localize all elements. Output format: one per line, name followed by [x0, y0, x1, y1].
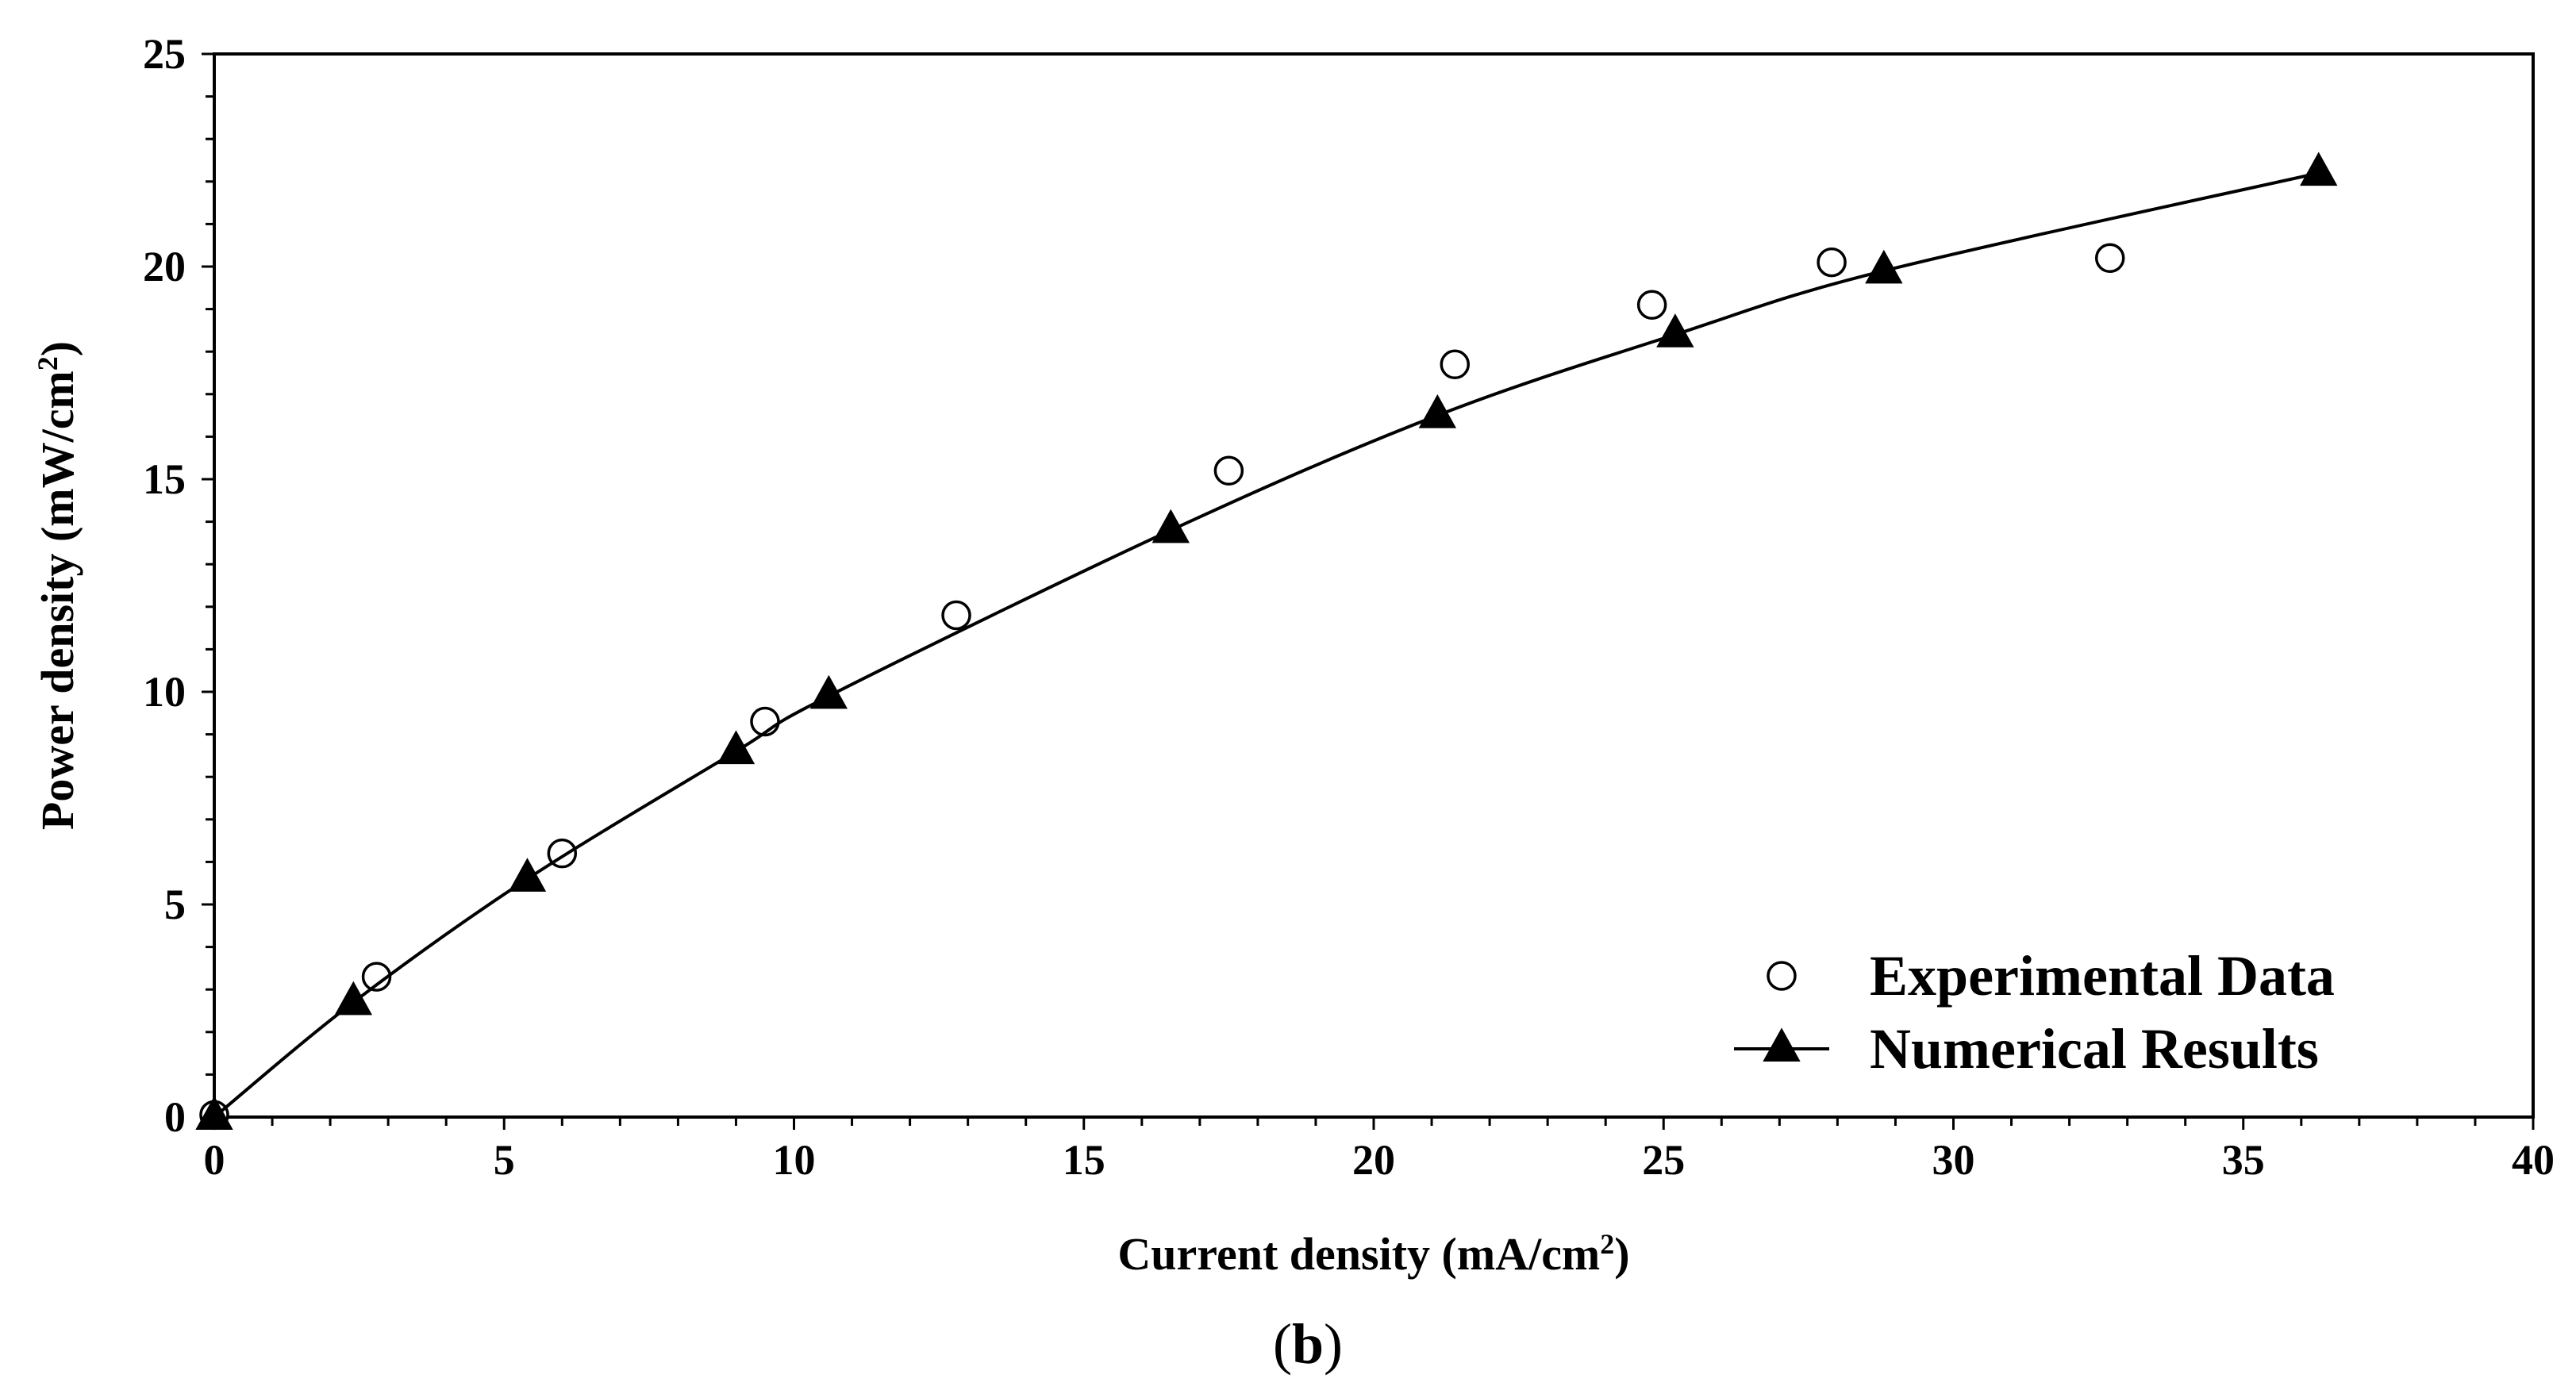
legend: Experimental Data Numerical Results: [1734, 944, 2335, 1081]
data-point: [195, 1096, 233, 1131]
data-point: [334, 981, 373, 1016]
y-tick-label: 15: [143, 455, 186, 503]
data-point: [1152, 509, 1190, 543]
x-tick-label: 20: [1352, 1136, 1395, 1184]
y-tick-label: 25: [143, 30, 186, 78]
y-axis-tick-labels: 0 5 10 15 20 25: [143, 30, 186, 1141]
data-point: [1636, 290, 1667, 320]
x-tick-label: 0: [204, 1136, 225, 1184]
data-point: [2300, 152, 2338, 186]
x-axis-title-tail: ): [1614, 1228, 1629, 1280]
y-tick-label: 20: [143, 243, 186, 290]
x-tick-label: 40: [2512, 1136, 2555, 1184]
y-axis-title: Power density (mW/cm2): [32, 341, 83, 830]
data-point: [1656, 313, 1694, 348]
y-axis-ticks: [202, 52, 214, 1119]
series-group: [195, 152, 2338, 1131]
y-axis-title-sup: 2: [32, 356, 63, 371]
legend-entry: Numerical Results: [1734, 1017, 2319, 1081]
y-axis-title-tail: ): [32, 341, 83, 356]
data-point: [809, 674, 848, 709]
data-point: [1865, 249, 1903, 284]
legend-marker: [1767, 961, 1797, 991]
figure-caption: (b): [1273, 1312, 1343, 1376]
caption-open-paren: (: [1273, 1312, 1292, 1376]
x-axis-tick-labels: 0 5 10 15 20 25 30 35 40: [204, 1136, 2555, 1184]
x-axis-title: Current density (mA/cm2): [1117, 1228, 1629, 1280]
y-tick-label: 0: [164, 1093, 186, 1141]
x-axis-title-main: Current density (mA/cm: [1117, 1228, 1600, 1280]
legend-marker: [1763, 1027, 1801, 1062]
legend-label: Experimental Data: [1870, 944, 2335, 1008]
data-point: [508, 858, 547, 892]
series-line: [213, 171, 2320, 1119]
x-axis-ticks: [213, 1117, 2535, 1130]
y-axis-title-main: Power density (mW/cm: [32, 371, 83, 830]
legend-entry: Experimental Data: [1767, 944, 2335, 1008]
x-tick-label: 35: [2222, 1136, 2265, 1184]
x-tick-label: 30: [1932, 1136, 1975, 1184]
data-point: [1418, 394, 1457, 428]
data-point: [1817, 247, 1847, 278]
series-numerical-results: [195, 152, 2338, 1131]
data-point: [1213, 455, 1244, 486]
data-point: [941, 600, 971, 631]
data-point: [2094, 243, 2125, 274]
y-tick-label: 10: [143, 668, 186, 716]
x-tick-label: 5: [494, 1136, 515, 1184]
x-tick-label: 15: [1063, 1136, 1105, 1184]
series-experimental-data: [199, 243, 2125, 1131]
data-point: [717, 730, 755, 765]
x-tick-label: 10: [773, 1136, 816, 1184]
y-tick-label: 5: [164, 881, 186, 928]
x-axis-title-sup: 2: [1600, 1228, 1614, 1260]
legend-label: Numerical Results: [1870, 1017, 2319, 1081]
data-point: [361, 962, 392, 992]
data-point: [1440, 349, 1471, 380]
caption-close-paren: ): [1324, 1312, 1343, 1376]
x-tick-label: 25: [1642, 1136, 1685, 1184]
caption-letter: b: [1292, 1312, 1324, 1376]
